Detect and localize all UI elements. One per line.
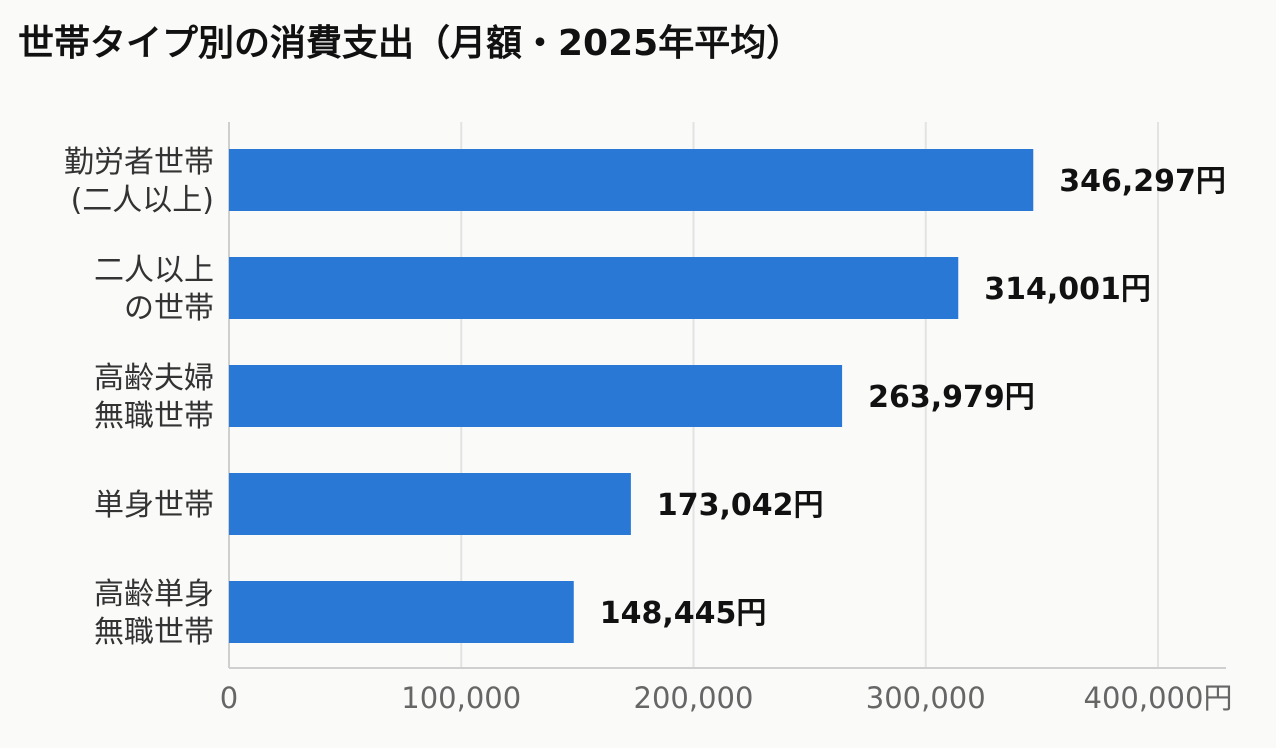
value-label-2: 263,979円 xyxy=(868,380,1035,415)
chart-title: 世帯タイプ別の消費支出（月額・2025年平均） xyxy=(18,23,803,64)
value-label-1: 314,001円 xyxy=(984,272,1151,307)
x-tick-label-4: 400,000円 xyxy=(1084,681,1233,715)
x-tick-label-1: 100,000 xyxy=(401,681,521,715)
category-label-2-0: 高齢夫婦 xyxy=(94,361,214,396)
bar-4 xyxy=(229,581,574,643)
category-label-0-0: 勤労者世帯 xyxy=(64,145,214,180)
bar-0 xyxy=(229,149,1034,211)
category-label-2-1: 無職世帯 xyxy=(94,399,214,434)
x-tick-label-0: 0 xyxy=(220,681,238,715)
value-label-0: 346,297円 xyxy=(1059,164,1226,199)
value-label-3: 173,042円 xyxy=(657,488,824,523)
value-label-4: 148,445円 xyxy=(600,596,767,631)
category-label-3-0: 単身世帯 xyxy=(94,488,214,523)
x-tick-label-2: 200,000 xyxy=(634,681,754,715)
category-label-4-0: 高齢単身 xyxy=(94,577,214,612)
category-label-4-1: 無職世帯 xyxy=(94,615,214,650)
bar-3 xyxy=(229,473,631,535)
x-tick-label-3: 300,000 xyxy=(866,681,986,715)
category-label-1-0: 二人以上 xyxy=(94,253,214,288)
category-label-0-1: (二人以上) xyxy=(71,183,214,218)
bar-2 xyxy=(229,365,843,427)
category-label-1-1: の世帯 xyxy=(124,291,214,326)
bar-1 xyxy=(229,257,959,319)
